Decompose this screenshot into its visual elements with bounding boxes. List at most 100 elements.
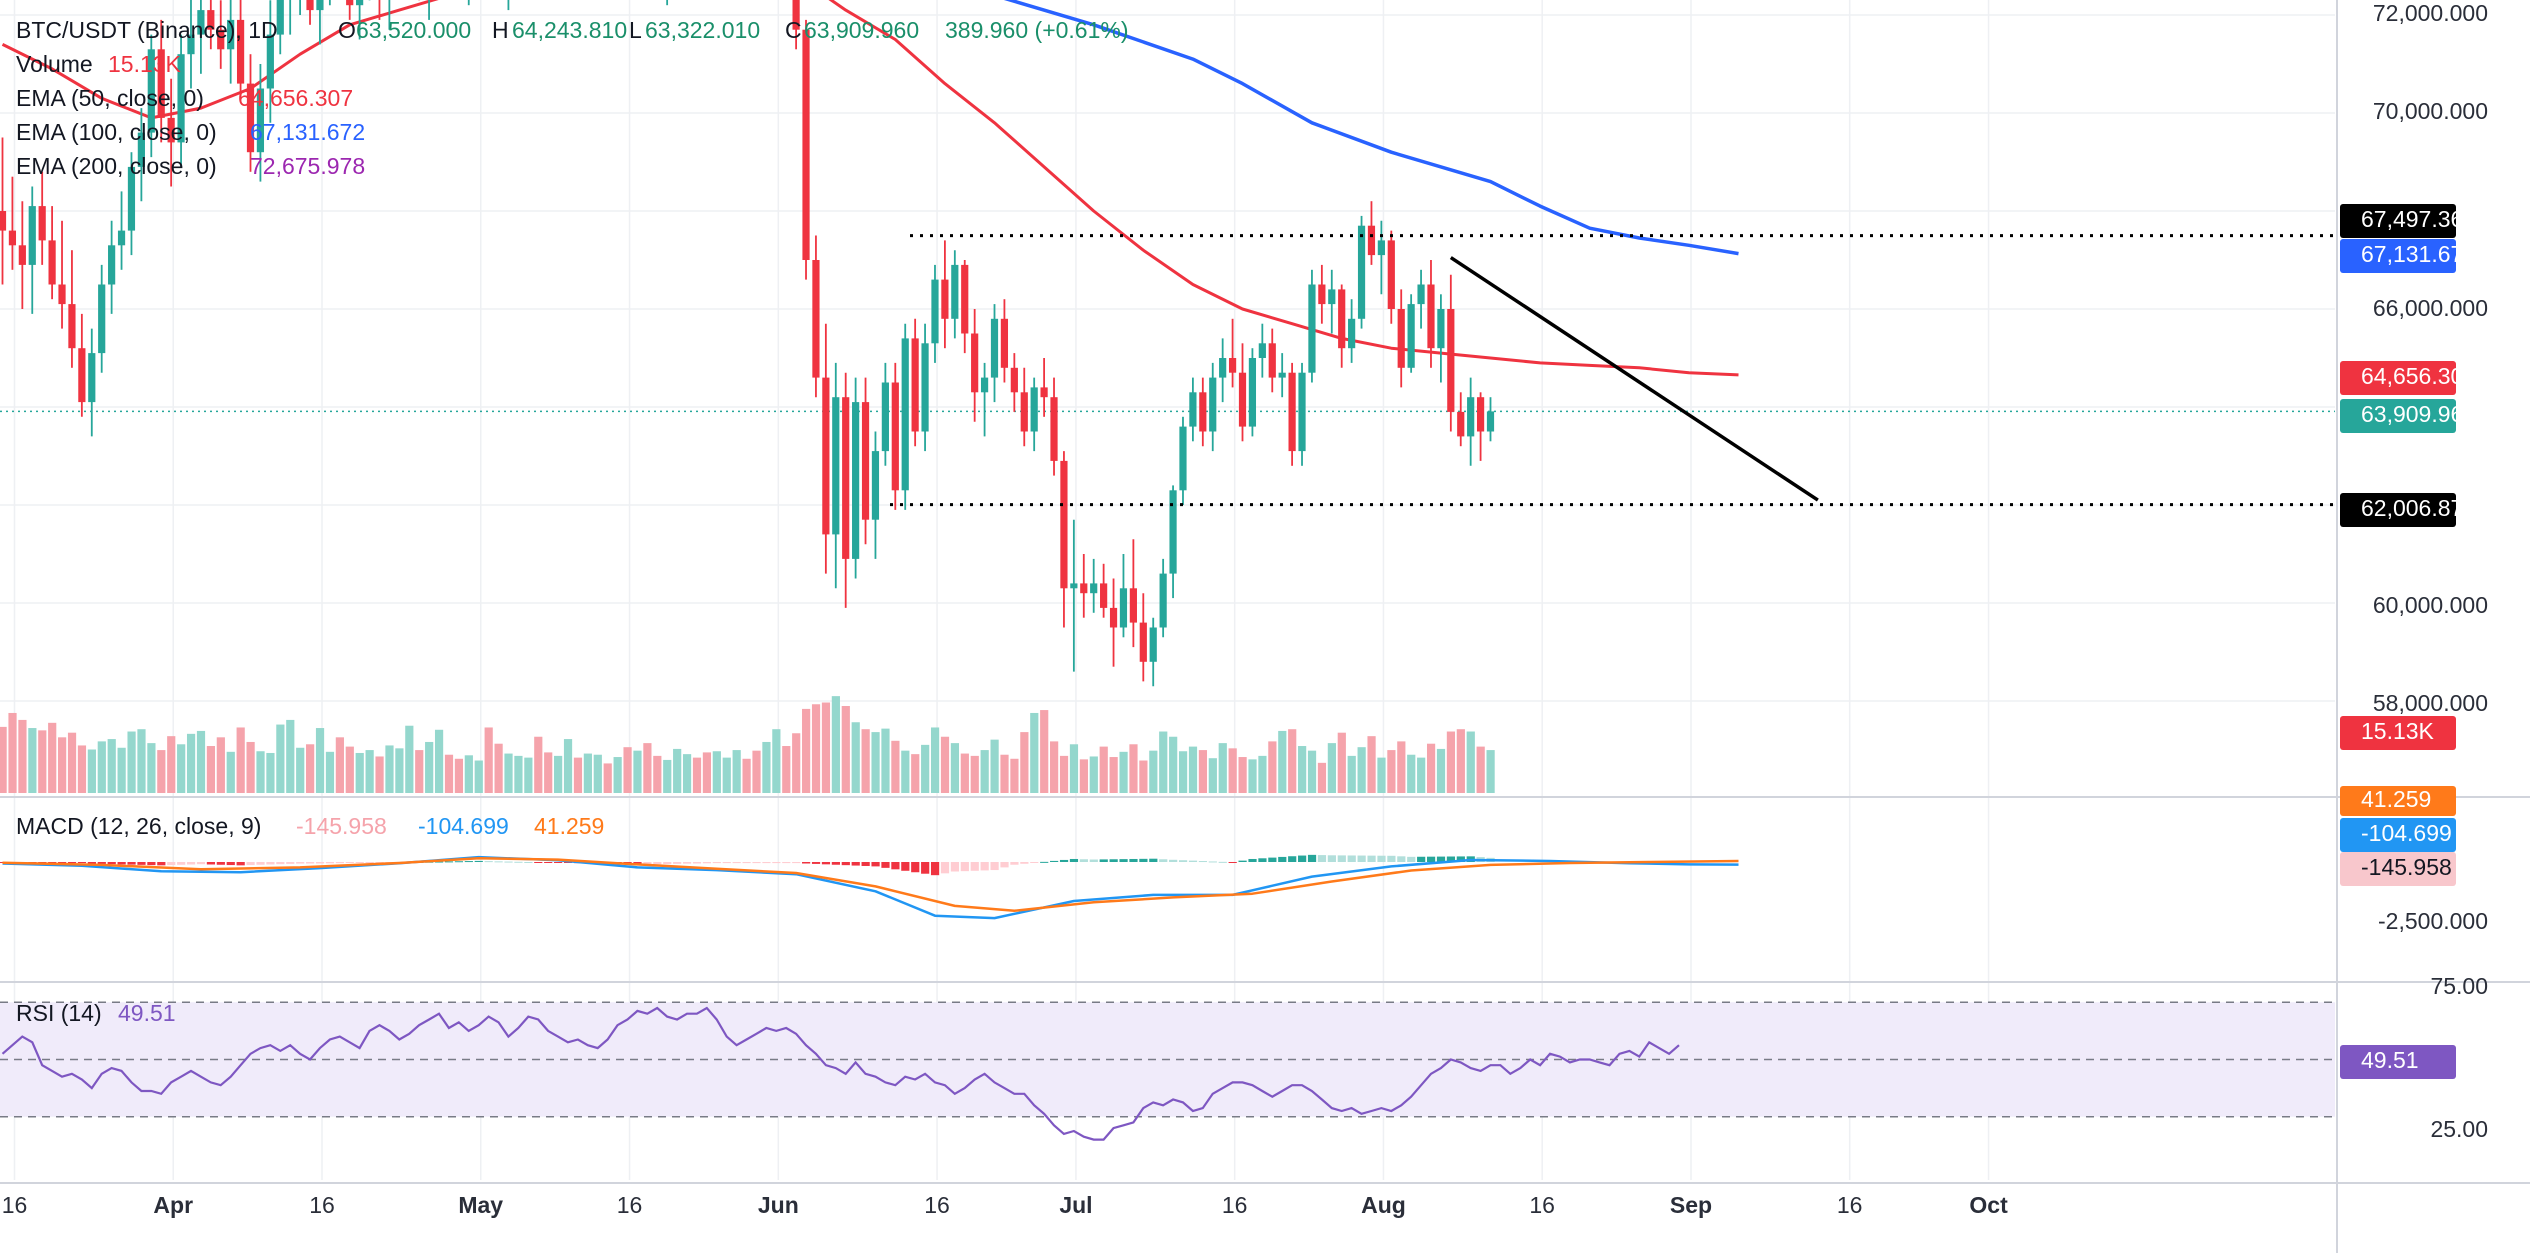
open-label: O (338, 17, 356, 43)
macd-label[interactable]: MACD (12, 26, close, 9) (16, 813, 261, 839)
volume-bar (97, 741, 106, 793)
candle-body (1228, 358, 1237, 373)
volume-bar (653, 755, 662, 793)
y-tick-label: 25.00 (2430, 1116, 2488, 1142)
price-axis[interactable]: 72,000.000 70,000.000 66,000.000 60,000.… (2373, 0, 2488, 1142)
macd-histogram-bar (1030, 862, 1039, 863)
x-tick-label: Jul (1059, 1192, 1092, 1218)
volume-bar (8, 712, 17, 793)
volume-bar (246, 741, 255, 793)
volume-bar (1228, 748, 1237, 793)
candle-body (127, 166, 136, 231)
volume-bar (48, 722, 57, 793)
volume-badge: 15.13K (2340, 716, 2456, 750)
candle-body (38, 206, 46, 241)
volume-bar (355, 752, 364, 793)
macd-histogram-bar (871, 862, 880, 867)
macd-hist-value: -145.958 (296, 813, 387, 839)
close-label: C (785, 17, 802, 43)
volume-bar (157, 750, 166, 793)
candle-body (137, 132, 145, 167)
rsi-label[interactable]: RSI (14) (16, 1000, 102, 1026)
drawings[interactable] (890, 234, 2335, 507)
last-price-badge: 63,909.960 (2340, 399, 2476, 433)
volume-bar (762, 741, 771, 793)
candle-body (1060, 460, 1068, 589)
volume-bar (643, 743, 652, 793)
candle-body (197, 10, 205, 35)
candle-body (1318, 284, 1326, 305)
candle-body (1357, 225, 1366, 319)
volume-bar (1030, 712, 1039, 793)
macd-histogram-bar (256, 862, 265, 865)
support-badge: 62,006.879 (2340, 493, 2476, 527)
macd-histogram-bar (921, 862, 930, 874)
macd-histogram-bar (335, 862, 344, 864)
macd-histogram-bar (315, 862, 325, 864)
candle-body (157, 49, 165, 118)
macd-histogram-bar (454, 861, 464, 863)
candle-body (1407, 304, 1415, 368)
macd-histogram-bar (1377, 855, 1386, 862)
volume-bar (345, 746, 354, 793)
macd-histogram-bar (504, 861, 513, 863)
volume-bar (613, 757, 622, 793)
volume-bar (385, 745, 394, 793)
ema50-label[interactable]: EMA (50, close, 0) (16, 85, 204, 111)
open-value: 63,520.000 (356, 17, 471, 43)
candle-body (1179, 426, 1187, 491)
volume-bar (127, 731, 136, 793)
candle-body (812, 260, 820, 378)
volume-bar (484, 727, 493, 793)
volume-bar (504, 753, 513, 793)
volume-bar (464, 755, 473, 793)
volume-bar (405, 725, 414, 793)
volume-bar (544, 752, 553, 793)
candle-body (306, 0, 314, 11)
x-tick-label: Oct (1969, 1192, 2008, 1218)
volume-bar (881, 728, 890, 793)
macd-histogram-bar (236, 862, 245, 866)
ema200-label[interactable]: EMA (200, close, 0) (16, 153, 217, 179)
volume-bar (1387, 750, 1396, 793)
main-legend: BTC/USDT (Binance), 1D O 63,520.000 H 64… (16, 17, 1129, 1026)
macd-histogram-bar (246, 862, 255, 866)
volume-label[interactable]: Volume (16, 51, 93, 77)
macd-line (2, 855, 1739, 920)
x-tick-label: Apr (153, 1192, 193, 1218)
candle-body (117, 230, 126, 246)
volume-bar (1069, 744, 1079, 793)
ema100-label[interactable]: EMA (100, close, 0) (16, 119, 217, 145)
macd-histogram-bar (1288, 856, 1297, 862)
candle-body (207, 10, 215, 30)
macd-histogram-bar (1357, 855, 1366, 862)
candle-body (276, 0, 284, 35)
macd-histogram-bar (1169, 859, 1178, 862)
symbol-title[interactable]: BTC/USDT (Binance), 1D (16, 17, 278, 43)
candle-body (832, 397, 840, 535)
x-tick-label: 16 (617, 1192, 643, 1218)
candle-body (1367, 225, 1376, 256)
candle-body (18, 245, 26, 265)
volume-bar (1129, 744, 1138, 793)
macd-histogram-bar (1298, 855, 1307, 862)
low-value: 63,322.010 (645, 17, 760, 43)
candle-body (1129, 588, 1137, 623)
svg-text:62,006.879: 62,006.879 (2361, 495, 2476, 521)
volume-bar (1149, 750, 1158, 793)
macd-histogram-bar (1109, 859, 1118, 862)
macd-histogram-bar (365, 862, 374, 863)
volume-bar (1367, 736, 1376, 793)
time-axis[interactable]: 16 Apr 16 May 16 Jun 16 Jul 16 Aug 16 Sep 16 Oct (2, 1192, 2008, 1218)
volume-bar (325, 751, 335, 793)
macd-histogram-bar (1238, 860, 1247, 862)
macd-histogram-bar (1198, 861, 1208, 863)
candle-body (1020, 392, 1028, 432)
volume-bar (1119, 751, 1128, 793)
macd-histogram-bar (196, 862, 206, 865)
volume-bar (712, 751, 721, 793)
svg-text:64,656.307: 64,656.307 (2361, 363, 2476, 389)
candle-body (1387, 240, 1395, 309)
